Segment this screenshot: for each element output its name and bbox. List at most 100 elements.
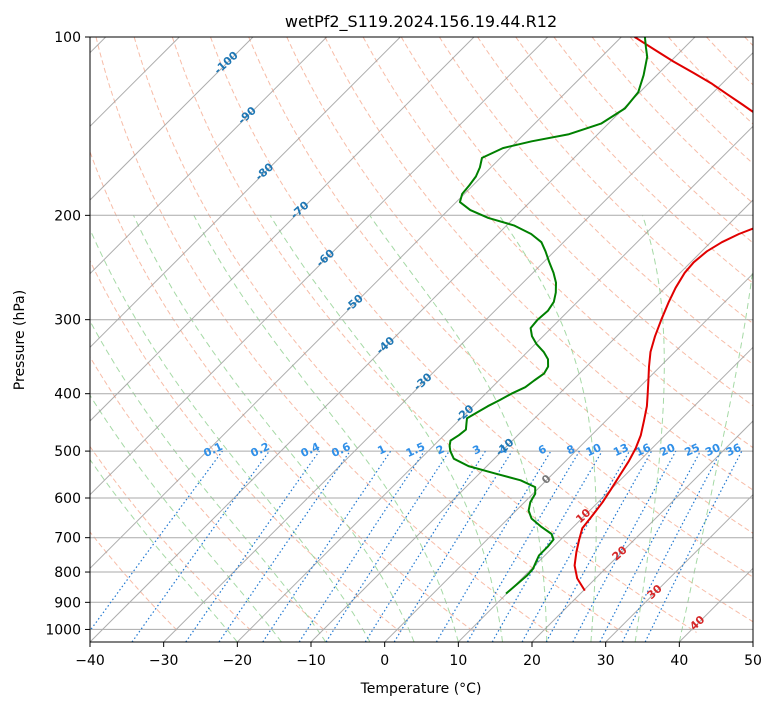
- y-tick-label: 900: [54, 595, 81, 611]
- y-tick-label: 100: [54, 30, 81, 46]
- isotherm-line: [90, 37, 328, 275]
- plot-area: 0.1 0.2 0.4 0.6 1 1.5 2 3 4 6 8 10 13 16 20 25 30 36-100-…: [90, 37, 753, 642]
- dry-adiabat-label: -20: [453, 402, 477, 425]
- mixing-ratio-line: [262, 450, 392, 642]
- mixing-ratio-line: [644, 450, 743, 642]
- dry-adiabat-line: [210, 37, 753, 623]
- y-axis: 1000 900 800 700 600 500 400 300 200 100: [45, 30, 90, 638]
- isotherm-line: [678, 567, 753, 642]
- y-tick-label: 700: [54, 531, 81, 547]
- x-tick-label: 40: [670, 653, 688, 669]
- mixing-ratio-label: 16: [634, 441, 654, 459]
- mixing-ratio-label: 2: [434, 443, 446, 458]
- mixing-ratio-line: [393, 450, 513, 642]
- x-tick-label: 50: [744, 653, 762, 669]
- dry-adiabat-label: -10: [493, 436, 517, 459]
- mixing-ratio-label: 36: [724, 441, 744, 459]
- dry-adiabat-line: [477, 37, 753, 325]
- dry-adiabat-label: -60: [314, 246, 338, 269]
- moist-adiabat-line: [90, 458, 238, 642]
- mixing-ratio-label: 0.2: [249, 440, 272, 460]
- isotherm-line: [90, 37, 254, 201]
- dry-adiabat-line: [90, 445, 254, 633]
- moist-adiabat-line: [369, 215, 548, 642]
- dry-adiabat-line: [744, 37, 753, 47]
- dry-adiabat-line: [362, 37, 753, 449]
- moist-adiabat-line: [133, 215, 415, 642]
- mixing-ratio-line: [572, 450, 677, 642]
- dry-adiabat-line: [400, 37, 753, 407]
- x-tick-label: −10: [296, 653, 326, 669]
- y-tick-label: 1000: [45, 622, 81, 638]
- dry-adiabat-line: [90, 150, 476, 633]
- x-axis: −40 −30 −20 −10 0 10 20 30 40 50: [75, 642, 762, 669]
- isotherm-line: [163, 51, 753, 642]
- dry-adiabat-label: -50: [342, 292, 366, 315]
- dry-adiabat-label: -80: [253, 160, 277, 183]
- mixing-ratio-label: 10: [584, 441, 604, 459]
- mixing-ratio-label: 20: [658, 441, 678, 459]
- x-tick-label: −20: [223, 653, 253, 669]
- mixing-ratio-line: [521, 450, 631, 642]
- moist-adiabat-line: [634, 215, 665, 642]
- y-tick-label: 600: [54, 491, 81, 507]
- mixing-ratio-label: 30: [703, 441, 723, 459]
- moist-adiabat-line: [498, 215, 597, 642]
- moist-adiabat-line: [90, 394, 282, 642]
- chart-title: wetPf2_S119.2024.156.19.44.R12: [285, 12, 557, 32]
- mixing-ratio-label: 0.4: [299, 440, 322, 460]
- dry-adiabat-label: 20: [610, 543, 630, 563]
- dry-adiabat-line: [95, 37, 549, 633]
- y-tick-label: 300: [54, 313, 81, 329]
- dry-adiabat-label: 30: [645, 582, 665, 602]
- temperature-profile-line: [573, 37, 753, 592]
- isotherm-line: [384, 272, 753, 642]
- mixing-ratio-line: [218, 450, 351, 642]
- moist-adiabat-line: [678, 264, 753, 642]
- dry-adiabat-label: 0: [539, 472, 554, 487]
- dry-adiabat-line: [438, 37, 753, 366]
- mixing-ratio-label: 13: [611, 441, 630, 459]
- isotherm-line: [236, 125, 753, 642]
- dry-adiabat-label: 40: [687, 613, 707, 633]
- dry-adiabat-line: [90, 355, 328, 633]
- mixing-ratio-label: 25: [683, 441, 702, 459]
- isotherm-line: [310, 199, 753, 642]
- dry-adiabat-line: [248, 37, 753, 578]
- isotherm-line: [752, 641, 753, 642]
- dry-adiabat-line: [324, 37, 753, 491]
- x-tick-label: −40: [75, 653, 105, 669]
- x-tick-label: 20: [523, 653, 541, 669]
- dry-adiabat-line: [591, 37, 753, 204]
- dry-adiabat-label: 10: [573, 506, 593, 526]
- isotherm-line: [90, 37, 475, 422]
- mixing-ratio-line: [621, 450, 722, 642]
- mixing-ratio-line: [599, 450, 702, 642]
- mixing-ratio-line: [131, 450, 270, 642]
- dry-adiabat-line: [133, 37, 623, 633]
- isotherm-line: [90, 37, 549, 496]
- mixing-ratio-label: 1: [376, 443, 388, 458]
- mixing-ratio-label: 6: [536, 442, 549, 457]
- mixing-ratio-line: [185, 450, 320, 642]
- isotherm-line: [90, 37, 622, 570]
- dry-adiabat-label: -70: [288, 198, 312, 221]
- dry-adiabat-label: -30: [411, 370, 435, 393]
- plot-frame: [89, 36, 754, 643]
- y-tick-label: 500: [54, 444, 81, 460]
- moist-adiabat-line: [269, 215, 503, 642]
- dry-adiabat-line: [629, 37, 753, 165]
- dry-adiabat-label: -40: [374, 334, 398, 357]
- moist-adiabat-line: [90, 320, 327, 642]
- mixing-ratio-line: [466, 450, 580, 642]
- dry-adiabat-line: [706, 37, 753, 86]
- isotherm-line: [90, 37, 696, 642]
- dry-adiabat-line: [668, 37, 753, 125]
- isotherm-line: [457, 346, 753, 642]
- isotherm-line: [531, 420, 753, 642]
- mixing-ratio-label: 0.1: [202, 440, 225, 460]
- mixing-ratio-line: [90, 450, 223, 632]
- mixing-ratio-line: [325, 450, 450, 642]
- dry-adiabat-line: [90, 531, 180, 633]
- mixing-ratio-label: 3: [471, 443, 483, 458]
